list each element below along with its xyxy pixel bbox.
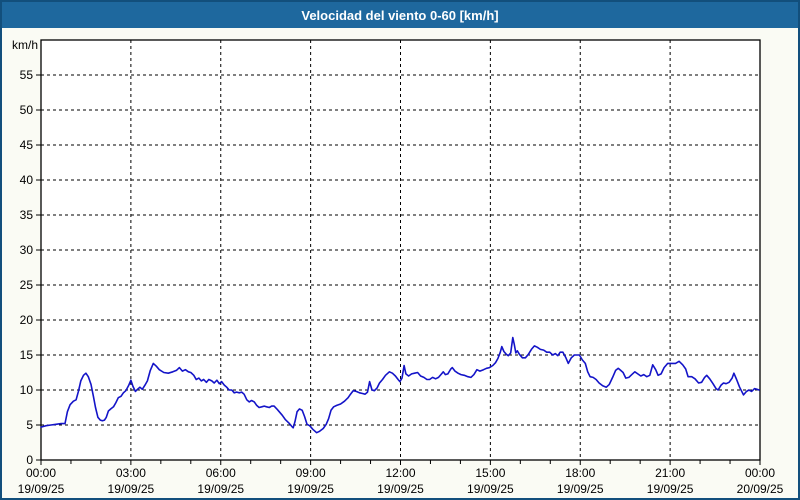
x-tick-time-label: 00:00	[26, 466, 56, 480]
x-tick-time-label: 03:00	[116, 466, 146, 480]
x-tick-date-label: 19/09/25	[467, 482, 514, 496]
x-tick-date-label: 19/09/25	[377, 482, 424, 496]
y-tick-label: 35	[20, 208, 34, 222]
x-tick-date-label: 19/09/25	[197, 482, 244, 496]
y-axis-unit-label: km/h	[12, 38, 38, 52]
x-tick-time-label: 00:00	[745, 466, 775, 480]
wind-speed-line-chart: 0 5 10 15 20 25 30 35 40 45 50 55 km/h 00:00 19/09/25 0…	[12, 38, 784, 496]
x-tick-date-label: 20/09/25	[737, 482, 784, 496]
y-tick-label: 15	[20, 348, 34, 362]
y-tick-label: 55	[20, 68, 34, 82]
x-tick-time-label: 18:00	[565, 466, 595, 480]
x-tick-date-label: 19/09/25	[647, 482, 694, 496]
x-tick-date-label: 19/09/25	[18, 482, 65, 496]
x-tick-time-label: 15:00	[475, 466, 505, 480]
x-tick-time-label: 12:00	[385, 466, 415, 480]
chart-title: Velocidad del viento 0-60 [km/h]	[301, 7, 499, 23]
x-tick-time-label: 09:00	[296, 466, 326, 480]
y-tick-label: 20	[20, 313, 34, 327]
wind-speed-series-line	[40, 336, 760, 434]
y-tick-label: 10	[20, 383, 34, 397]
y-tick-label: 0	[26, 453, 33, 467]
x-tick-date-label: 19/09/25	[287, 482, 334, 496]
y-tick-label: 5	[26, 418, 33, 432]
y-tick-label: 40	[20, 173, 34, 187]
y-tick-label: 30	[20, 243, 34, 257]
y-tick-label: 45	[20, 138, 34, 152]
x-tick-date-label: 19/09/25	[108, 482, 155, 496]
x-tick-time-label: 06:00	[206, 466, 236, 480]
x-tick-time-label: 21:00	[655, 466, 685, 480]
y-tick-label: 25	[20, 278, 34, 292]
y-tick-label: 50	[20, 103, 34, 117]
chart-title-bar: Velocidad del viento 0-60 [km/h]	[2, 2, 798, 28]
x-tick-date-label: 19/09/25	[557, 482, 604, 496]
